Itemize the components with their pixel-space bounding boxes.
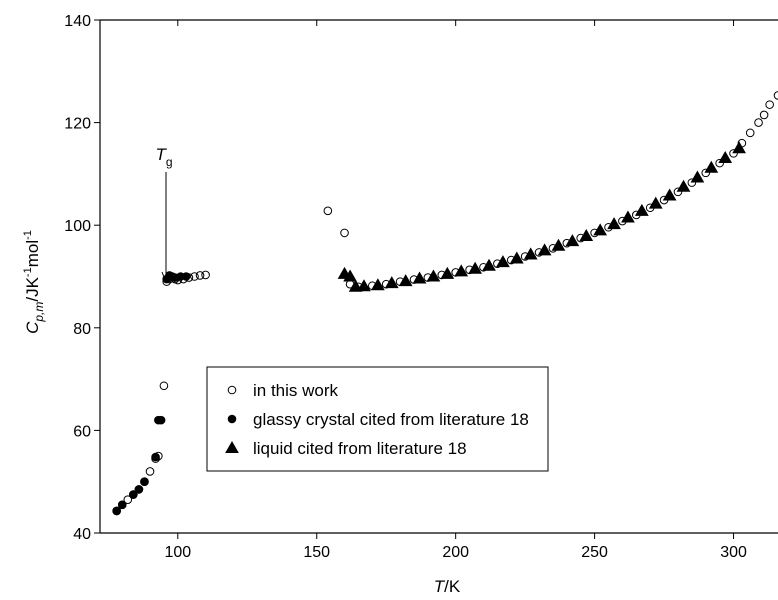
- point: [593, 223, 608, 236]
- x-tick-label: 150: [303, 544, 330, 561]
- point: [140, 477, 149, 487]
- point: [398, 274, 413, 287]
- y-axis-label: Cp,m/JK-1mol-1: [22, 230, 46, 334]
- point: [759, 110, 769, 120]
- point: [190, 272, 199, 281]
- point: [123, 495, 133, 504]
- legend-label: liquid cited from literature 18: [253, 439, 467, 458]
- y-label-part: p,m: [32, 302, 46, 323]
- point: [729, 149, 738, 158]
- point: [343, 269, 357, 282]
- x-tick-label: 100: [164, 544, 191, 561]
- point: [732, 141, 746, 154]
- point: [156, 415, 166, 425]
- point: [676, 179, 691, 192]
- point: [371, 278, 385, 291]
- point: [523, 247, 538, 260]
- y-label-part: mol: [23, 240, 42, 267]
- point: [765, 100, 774, 109]
- point: [145, 467, 155, 476]
- point: [340, 228, 349, 238]
- point: [412, 271, 427, 284]
- y-tick-label: 120: [64, 116, 91, 133]
- point: [357, 279, 371, 292]
- point: [551, 238, 566, 251]
- point: [454, 264, 469, 277]
- point: [468, 261, 482, 274]
- point: [634, 203, 649, 216]
- point: [754, 118, 763, 127]
- point: [134, 485, 144, 494]
- point: [565, 234, 580, 247]
- point: [159, 381, 169, 391]
- y-tick-label: 100: [64, 218, 91, 235]
- x-tick-label: 250: [581, 544, 608, 561]
- legend-box: [206, 366, 549, 472]
- point: [715, 158, 724, 168]
- y-label-part: /JK: [23, 276, 42, 301]
- point: [112, 506, 121, 516]
- point: [195, 271, 205, 280]
- point: [579, 228, 594, 241]
- point: [129, 490, 138, 499]
- y-tick-label: 140: [64, 13, 91, 30]
- y-tick-label: 40: [73, 526, 91, 543]
- point: [537, 243, 552, 256]
- legend-label: glassy crystal cited from literature 18: [253, 410, 529, 429]
- point: [718, 150, 733, 163]
- point: [323, 206, 333, 216]
- plot: [112, 91, 778, 516]
- y-label-part: C: [23, 321, 42, 334]
- point: [704, 160, 719, 173]
- point: [621, 210, 635, 223]
- legend-marker: [225, 440, 239, 453]
- y-label-part: -1: [22, 267, 34, 277]
- annotation-sub: g: [166, 155, 173, 169]
- y-tick-label: 80: [73, 321, 91, 338]
- point: [201, 270, 210, 280]
- point: [509, 251, 524, 264]
- point: [687, 178, 697, 187]
- point: [482, 258, 496, 271]
- legend-label: in this work: [253, 381, 339, 400]
- point: [773, 91, 778, 100]
- tg-arrowhead: [161, 271, 171, 284]
- point: [673, 187, 683, 197]
- point: [426, 269, 441, 282]
- point: [701, 168, 711, 178]
- point: [607, 217, 621, 230]
- legend-marker: [227, 414, 237, 424]
- point: [745, 128, 755, 138]
- point: [117, 500, 127, 510]
- annotation-text: T: [155, 145, 167, 164]
- point: [690, 170, 705, 183]
- legend-marker: [227, 385, 237, 395]
- point: [440, 266, 455, 279]
- point: [181, 272, 191, 281]
- x-axis-label: T/K: [434, 577, 461, 596]
- x-label-part: /K: [444, 577, 461, 596]
- point: [648, 196, 663, 209]
- y-tick-label: 60: [73, 423, 91, 440]
- point: [662, 188, 677, 201]
- point: [384, 276, 399, 289]
- point: [496, 255, 510, 268]
- y-label-part: -1: [22, 230, 34, 240]
- x-label-part: T: [434, 577, 446, 596]
- x-tick-label: 300: [720, 544, 747, 561]
- legend: in this work glassy crystal cited from li…: [225, 381, 529, 458]
- tg-annotation: Tg: [155, 145, 172, 169]
- x-tick-label: 200: [442, 544, 469, 561]
- point: [151, 452, 160, 462]
